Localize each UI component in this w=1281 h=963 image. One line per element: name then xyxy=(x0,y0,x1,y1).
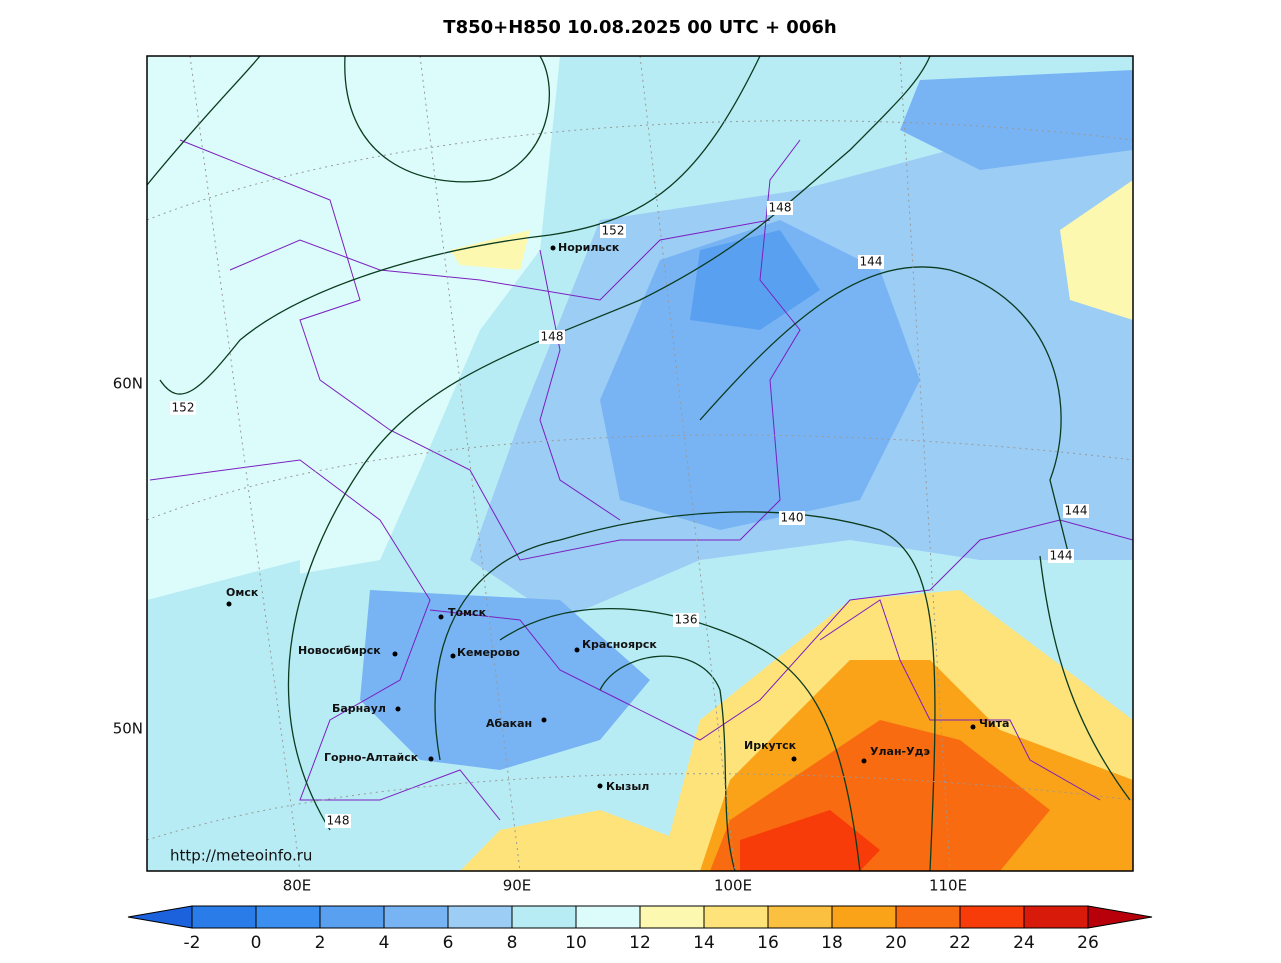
city-dot xyxy=(791,756,797,762)
title: T850+H850 10.08.2025 00 UTC + 006h xyxy=(443,17,836,38)
city-label: Норильск xyxy=(558,241,620,254)
city-label: Омск xyxy=(226,586,259,599)
city-dot xyxy=(392,651,398,657)
contour-label-bg xyxy=(600,224,626,238)
city-label: Абакан xyxy=(486,717,532,730)
contour-label: 152 xyxy=(172,401,195,415)
lat-label: 50N xyxy=(113,720,143,738)
colorbar-segment xyxy=(319,905,385,929)
lon-label: 100E xyxy=(714,877,752,895)
city-label: Новосибирск xyxy=(298,644,381,657)
colorbar-tick-label: 22 xyxy=(949,933,971,953)
colorbar-segment xyxy=(703,905,769,929)
colorbar-tick-label: 16 xyxy=(757,933,779,953)
map-frame xyxy=(146,55,1134,872)
colorbar-tick-label: 0 xyxy=(251,933,262,953)
contour-label: 144 xyxy=(860,255,883,269)
colorbar-tick-label: 26 xyxy=(1077,933,1099,953)
contour-label: 136 xyxy=(675,613,698,627)
city-label: Кемерово xyxy=(457,646,520,659)
colorbar-segment xyxy=(639,905,705,929)
city-label: Улан-Удэ xyxy=(870,745,930,758)
contour-label: 148 xyxy=(769,201,792,215)
contour-label: 144 xyxy=(1065,504,1088,518)
contour-label-bg xyxy=(1063,504,1089,518)
contour-label-bg xyxy=(1048,549,1074,563)
colorbar-segment xyxy=(383,905,449,929)
city-label: Барнаул xyxy=(332,702,386,715)
contour-label-bg xyxy=(767,201,793,215)
contour-label: 144 xyxy=(1050,549,1073,563)
lat-label: 60N xyxy=(113,375,143,393)
colorbar-tick-label: 8 xyxy=(507,933,518,953)
contour-label: 152 xyxy=(602,224,625,238)
colorbar-segment xyxy=(831,905,897,929)
contour-label-bg xyxy=(539,330,565,344)
city-dot xyxy=(597,783,603,789)
city-label: Чита xyxy=(979,717,1009,730)
colorbar-tick-label: 24 xyxy=(1013,933,1035,953)
colorbar-tick-label: 20 xyxy=(885,933,907,953)
colorbar-tick-label: -2 xyxy=(184,933,201,953)
city-dot xyxy=(574,647,580,653)
city-label: Томск xyxy=(448,606,487,619)
lon-label: 80E xyxy=(283,877,312,895)
map-labels: 60N 50N 80E 90E 100E 110E Норильск Омск Томск Нов… xyxy=(113,201,1153,953)
contour-label-bg xyxy=(673,613,699,627)
colorbar-tick-label: 10 xyxy=(565,933,587,953)
colorbar-segment xyxy=(895,905,961,929)
city-dot xyxy=(541,717,547,723)
city-dot xyxy=(970,724,976,730)
lon-label: 110E xyxy=(929,877,967,895)
colorbar-segment xyxy=(959,905,1025,929)
contour-label-bg xyxy=(779,511,805,525)
colorbar-tick-label: 14 xyxy=(693,933,715,953)
city-label: Кызыл xyxy=(606,780,649,793)
map-field xyxy=(147,56,1133,871)
contour-label-bg xyxy=(170,401,196,415)
colorbar-tick-label: 4 xyxy=(379,933,390,953)
city-dot xyxy=(438,614,444,620)
colorbar-segment xyxy=(447,905,513,929)
credit: http://meteoinfo.ru xyxy=(170,847,312,865)
city-dot xyxy=(226,601,232,607)
city-dot xyxy=(550,245,556,251)
colorbar-segment xyxy=(511,905,577,929)
contour-label-bg xyxy=(858,255,884,269)
colorbar-low-end xyxy=(127,905,193,929)
city-dot xyxy=(450,653,456,659)
colorbar-tick-label: 2 xyxy=(315,933,326,953)
colorbar-segment xyxy=(575,905,641,929)
contour-label: 140 xyxy=(781,511,804,525)
colorbar-tick-label: 18 xyxy=(821,933,843,953)
colorbar-tick-label: 12 xyxy=(629,933,651,953)
contour-label-bg xyxy=(325,814,351,828)
city-dot xyxy=(428,756,434,762)
colorbar-segment xyxy=(767,905,833,929)
city-dot xyxy=(861,758,867,764)
colorbar-high-end xyxy=(1087,905,1153,929)
lon-label: 90E xyxy=(503,877,532,895)
contour-label: 148 xyxy=(327,814,350,828)
city-label: Горно-Алтайск xyxy=(324,751,419,764)
colorbar-segment xyxy=(255,905,321,929)
colorbar-tick-label: 6 xyxy=(443,933,454,953)
city-label: Красноярск xyxy=(582,638,657,651)
colorbar-segment xyxy=(191,905,257,929)
city-dot xyxy=(395,706,401,712)
city-label: Иркутск xyxy=(744,739,797,752)
colorbar-segment xyxy=(1023,905,1089,929)
contour-label: 148 xyxy=(541,330,564,344)
